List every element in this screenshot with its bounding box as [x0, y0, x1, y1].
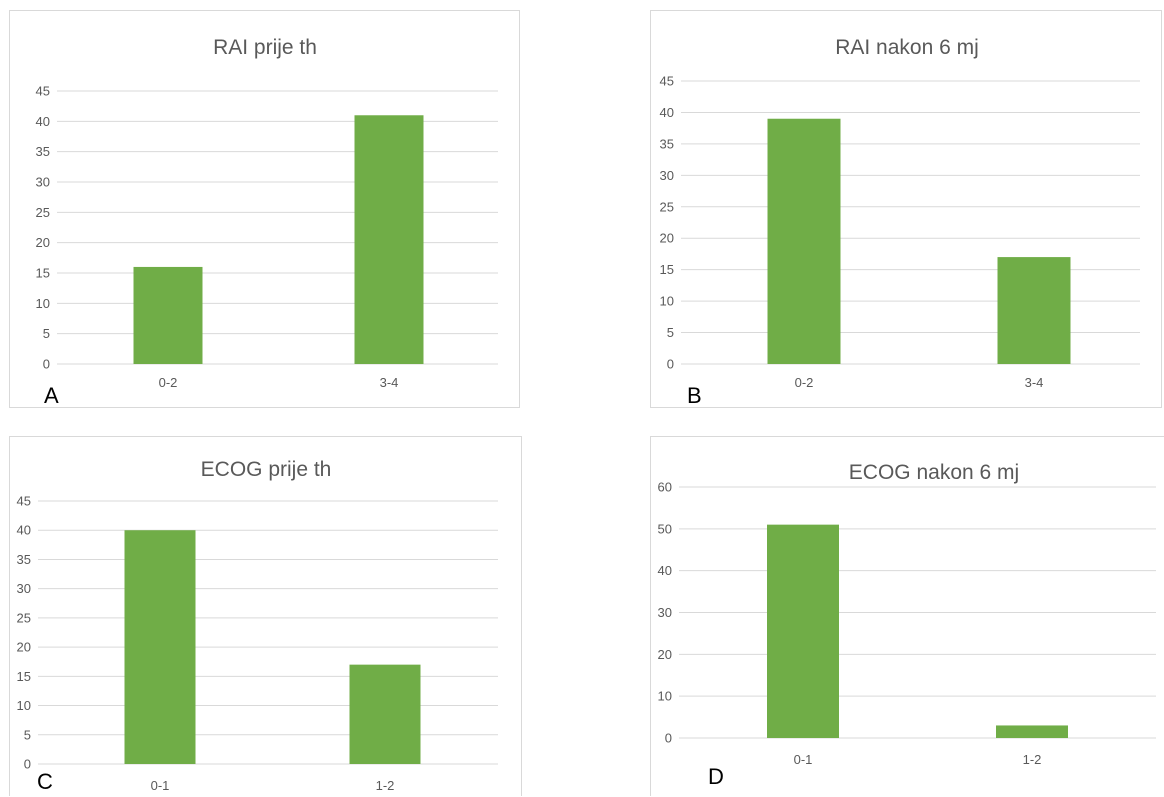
y-tick-label-b: 10: [660, 294, 674, 309]
y-tick-label-b: 15: [660, 262, 674, 277]
bar-c-0-1: [124, 530, 196, 764]
y-tick-label-d: 60: [658, 480, 672, 495]
chart-panel-a: RAI prije th 0 5 10 15 20 25 30 35 40 45 0-2 3-4 A: [9, 10, 520, 408]
chart-panel-d: ECOG nakon 6 mj 0 10 20 30 40 50 60 0-1 1-2 D: [650, 436, 1164, 796]
panel-label-b: B: [687, 383, 702, 408]
y-tick-label-b: 20: [660, 231, 674, 246]
y-tick-label-a: 5: [43, 326, 50, 341]
y-tick-label-c: 15: [17, 669, 31, 684]
y-tick-label-a: 15: [36, 266, 50, 281]
chart-title-b: RAI nakon 6 mj: [835, 36, 979, 59]
y-tick-label-c: 40: [17, 523, 31, 538]
y-tick-label-b: 5: [667, 325, 674, 340]
y-tick-label-c: 5: [24, 727, 31, 742]
y-tick-label-b: 40: [660, 105, 674, 120]
bar-c-1-2: [349, 664, 421, 764]
y-tick-label-a: 0: [43, 357, 50, 372]
bar-b-3-4: [997, 257, 1071, 364]
y-tick-label-a: 25: [36, 205, 50, 220]
y-tick-label-d: 30: [658, 605, 672, 620]
x-tick-label-d: 1-2: [1023, 752, 1042, 767]
x-tick-label-c: 0-1: [151, 778, 170, 793]
bar-a-3-4: [354, 115, 424, 365]
x-tick-label-a: 0-2: [159, 375, 178, 390]
y-tick-label-a: 40: [36, 114, 50, 129]
y-tick-label-d: 20: [658, 647, 672, 662]
y-tick-label-a: 20: [36, 235, 50, 250]
chart-panel-c: ECOG prije th 0 5 10 15 20 25 30 35 40 45 0-1 1-2 C: [9, 436, 522, 796]
y-tick-label-b: 0: [667, 357, 674, 372]
bar-b-0-2: [767, 118, 841, 364]
x-tick-label-a: 3-4: [380, 375, 399, 390]
y-tick-label-b: 35: [660, 136, 674, 151]
y-tick-label-c: 10: [17, 698, 31, 713]
y-tick-label-a: 30: [36, 175, 50, 190]
y-tick-label-c: 0: [24, 757, 31, 772]
x-tick-label-c: 1-2: [376, 778, 395, 793]
chart-title-d: ECOG nakon 6 mj: [849, 461, 1019, 484]
y-tick-label-c: 20: [17, 640, 31, 655]
y-tick-label-d: 10: [658, 689, 672, 704]
y-tick-label-b: 25: [660, 199, 674, 214]
x-tick-label-b: 0-2: [795, 375, 814, 390]
chart-panel-b: RAI nakon 6 mj 0 5 10 15 20 25 30 35 40 45 0-2 3-4 B: [650, 10, 1162, 408]
y-tick-label-c: 35: [17, 552, 31, 567]
y-tick-label-b: 45: [660, 74, 674, 89]
bar-chart-c: ECOG prije th 0 5 10 15 20 25 30 35 40 45 0-1 1-2: [17, 458, 498, 793]
y-tick-label-d: 0: [665, 731, 672, 746]
bar-a-0-2: [133, 266, 203, 364]
y-tick-label-a: 10: [36, 296, 50, 311]
y-tick-label-c: 25: [17, 610, 31, 625]
x-tick-label-d: 0-1: [794, 752, 813, 767]
y-tick-label-c: 45: [17, 494, 31, 509]
bar-d-0-1: [767, 524, 839, 738]
chart-title-a: RAI prije th: [213, 36, 317, 59]
y-tick-label-d: 40: [658, 563, 672, 578]
panel-label-c: C: [37, 769, 53, 794]
panel-label-d: D: [708, 764, 724, 789]
bar-chart-a: RAI prije th 0 5 10 15 20 25 30 35 40 45 0-2 3-4: [36, 36, 498, 390]
y-tick-label-a: 35: [36, 144, 50, 159]
bar-d-1-2: [996, 725, 1068, 738]
y-tick-label-d: 50: [658, 521, 672, 536]
y-tick-label-b: 30: [660, 168, 674, 183]
y-tick-label-a: 45: [36, 84, 50, 99]
chart-title-c: ECOG prije th: [201, 458, 332, 481]
bar-chart-b: RAI nakon 6 mj 0 5 10 15 20 25 30 35 40 45 0-2 3-4: [660, 36, 1140, 390]
panel-label-a: A: [44, 383, 59, 408]
bar-chart-d: ECOG nakon 6 mj 0 10 20 30 40 50 60 0-1 1-2: [658, 461, 1156, 767]
y-tick-label-c: 30: [17, 581, 31, 596]
x-tick-label-b: 3-4: [1025, 375, 1044, 390]
